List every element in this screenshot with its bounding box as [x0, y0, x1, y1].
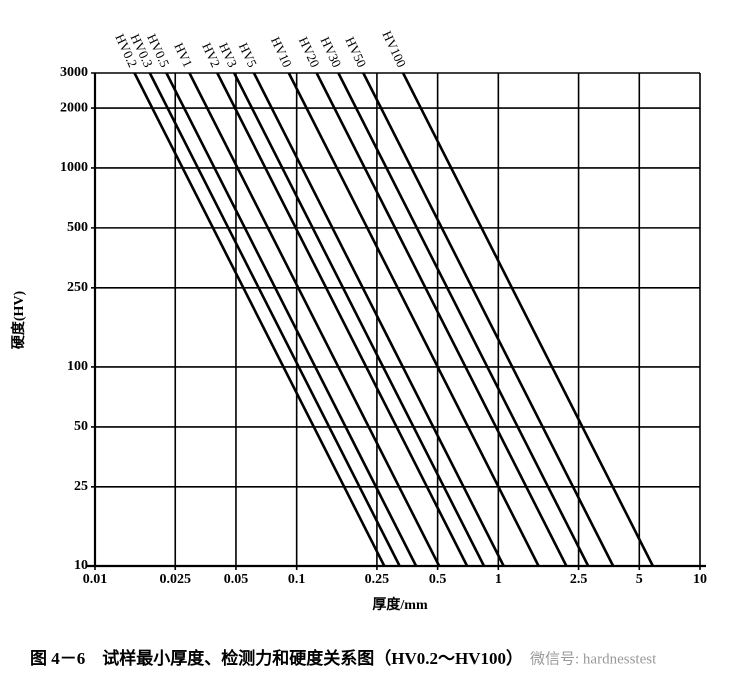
x-tick-label: 5 — [636, 572, 643, 587]
x-tick-label: 0.025 — [160, 572, 192, 587]
series-line — [165, 72, 418, 567]
y-tick-label: 500 — [67, 220, 88, 235]
y-tick-label: 100 — [67, 359, 88, 374]
y-tick-label: 1000 — [60, 160, 88, 175]
series-line — [287, 72, 540, 567]
series-label: HV1 — [171, 40, 195, 69]
series-label: HV30 — [318, 34, 345, 69]
x-axis-label: 厚度/mm — [372, 596, 428, 613]
y-axis-label: 硬度(HV) — [10, 291, 27, 350]
x-tick-label: 0.1 — [288, 572, 306, 587]
series-label: HV100 — [379, 28, 409, 69]
y-tick-label: 50 — [74, 419, 88, 434]
series-line — [362, 72, 615, 567]
y-tick-label: 3000 — [60, 65, 88, 80]
series-line — [148, 72, 401, 567]
series-label: HV10 — [268, 34, 295, 69]
series-line — [252, 72, 505, 567]
x-tick-label: 10 — [693, 572, 707, 587]
series-line — [216, 72, 469, 567]
series-line — [315, 72, 568, 567]
x-tick-label: 0.25 — [365, 572, 390, 587]
series-label: HV5 — [236, 40, 260, 69]
series-line — [337, 72, 590, 567]
y-tick-label: 250 — [67, 280, 88, 295]
series-line — [188, 72, 441, 567]
series-line — [401, 72, 655, 567]
series-line — [233, 72, 486, 567]
series-label: HV50 — [342, 34, 369, 69]
x-tick-label: 0.01 — [83, 572, 108, 587]
x-tick-label: 0.05 — [224, 572, 249, 587]
x-tick-label: 0.5 — [429, 572, 447, 587]
x-tick-label: 1 — [495, 572, 502, 587]
y-tick-label: 10 — [74, 558, 88, 573]
series-line — [133, 72, 386, 567]
watermark: 微信号: hardnesstest — [530, 650, 657, 667]
y-tick-label: 2000 — [60, 100, 88, 115]
x-tick-label: 2.5 — [570, 572, 588, 587]
caption: 图 4－6 试样最小厚度、检测力和硬度关系图（HV0.2～HV100） — [30, 648, 523, 668]
y-tick-label: 25 — [74, 479, 88, 494]
